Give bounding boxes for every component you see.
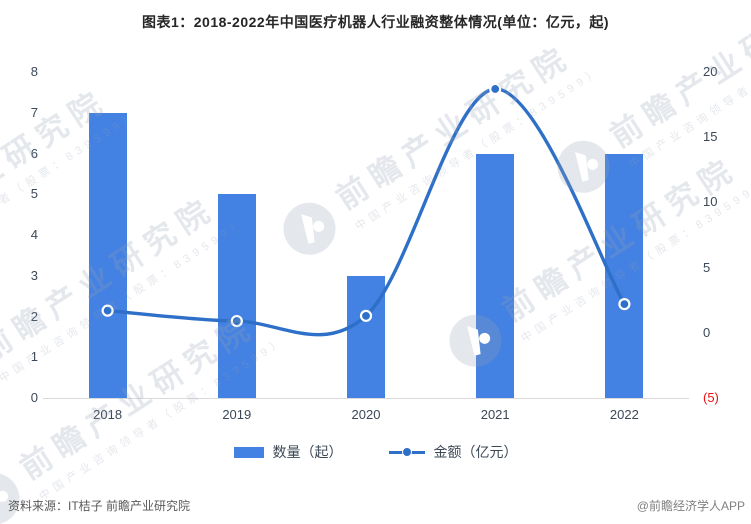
- watermark-text-block: 前瞻产业研究院 中国产业咨询领导者（股票：839599）: [326, 22, 605, 234]
- credit-text: @前瞻经济学人APP: [636, 499, 745, 513]
- x-axis-label-2020: 2020: [351, 407, 381, 422]
- legend-item-amount: 金额（亿元）: [388, 442, 518, 462]
- bar-2021: [476, 153, 515, 398]
- y-axis-left-tick: 4: [30, 227, 38, 242]
- y-axis-left-tick: 0: [30, 390, 38, 405]
- y-axis-right-tick: 10: [703, 194, 718, 210]
- qianzhan-logo-icon: [0, 472, 20, 524]
- bar-swatch-icon: [233, 446, 264, 458]
- line-marker-2021: [489, 82, 502, 96]
- chart-title: 图表1：2018-2022年中国医疗机器人行业融资整体情况(单位：亿元，起): [141, 14, 610, 30]
- watermark-title: 前瞻产业研究院: [329, 38, 578, 217]
- y-axis-left-tick: 5: [30, 186, 38, 202]
- line-swatch-icon: [388, 447, 425, 457]
- line-marker-dot-icon: [401, 447, 412, 457]
- x-axis-label-2018: 2018: [93, 407, 123, 422]
- watermark: 前瞻产业研究院 中国产业咨询领导者（股票：839599）: [269, 22, 605, 271]
- x-axis-label-2022: 2022: [609, 407, 639, 422]
- y-axis-right-tick: 5: [703, 259, 711, 275]
- qianzhan-logo-icon: [283, 202, 336, 255]
- bar-2018: [88, 112, 127, 398]
- source-text: 资料来源：IT桔子 前瞻产业研究院: [8, 499, 190, 513]
- legend-item-count: 数量（起）: [233, 442, 343, 462]
- y-axis-left-tick: 3: [30, 267, 38, 283]
- legend: 数量（起） 金额（亿元）: [0, 442, 751, 462]
- x-axis-label-2019: 2019: [222, 407, 252, 422]
- y-axis-left-tick: 6: [30, 145, 38, 161]
- legend-label-count: 数量（起）: [272, 444, 343, 460]
- bar-2019: [217, 194, 256, 398]
- y-axis-right-tick: (5): [703, 390, 719, 405]
- x-axis-label-2021: 2021: [480, 407, 510, 422]
- y-axis-right-tick: 0: [703, 324, 711, 340]
- bar-2022: [605, 153, 644, 398]
- y-axis-left-tick: 1: [30, 349, 38, 365]
- y-axis-right-tick: 20: [703, 64, 718, 79]
- y-axis-left-tick: 7: [30, 104, 38, 120]
- y-axis-left-tick: 8: [30, 64, 38, 79]
- y-axis-left-tick: 2: [30, 308, 38, 324]
- y-axis-right-tick: 15: [703, 129, 718, 145]
- legend-label-amount: 金额（亿元）: [433, 444, 518, 460]
- x-axis-line: [43, 398, 689, 399]
- bar-2020: [347, 275, 385, 398]
